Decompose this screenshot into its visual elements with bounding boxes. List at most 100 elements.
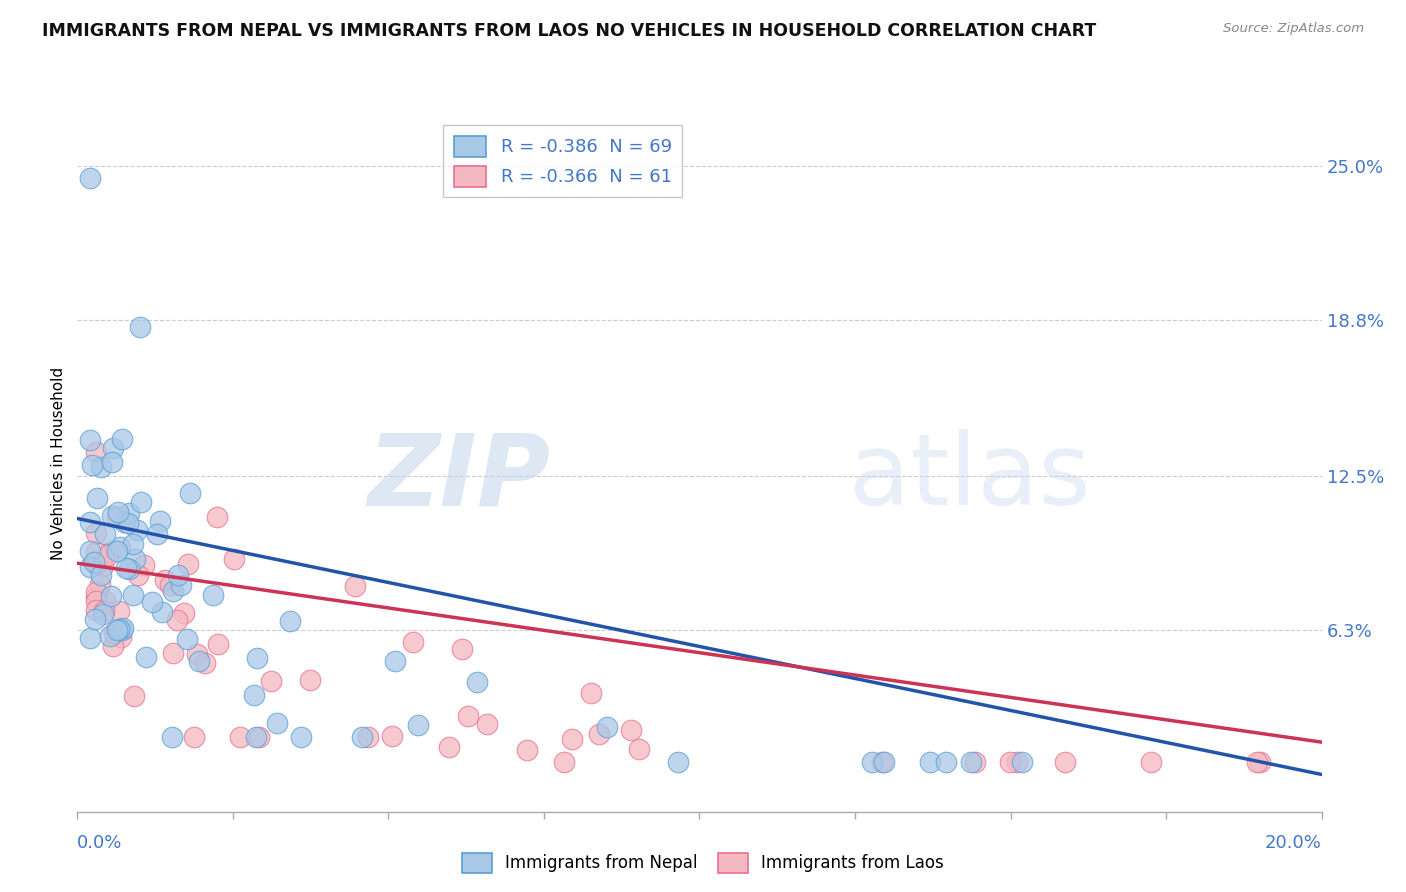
Point <box>998 755 1021 769</box>
Point <box>84 590 107 604</box>
Point <box>129 495 152 509</box>
Point <box>666 755 689 769</box>
Point <box>153 573 176 587</box>
Point <box>112 621 135 635</box>
Point <box>84 584 107 599</box>
Point <box>202 588 225 602</box>
Point <box>167 568 190 582</box>
Point <box>439 739 461 754</box>
Point <box>579 686 602 700</box>
Point <box>860 755 883 769</box>
Point <box>228 730 250 744</box>
Point <box>124 551 146 566</box>
Point <box>91 607 114 622</box>
Point <box>105 543 128 558</box>
Point <box>141 594 163 608</box>
Point <box>110 630 132 644</box>
Point <box>290 730 312 744</box>
Point <box>176 632 198 646</box>
Point <box>457 709 479 723</box>
Point <box>1246 755 1268 769</box>
Point <box>160 730 183 744</box>
Point <box>121 588 143 602</box>
Point <box>960 755 983 769</box>
Point <box>177 557 200 571</box>
Point <box>107 505 129 519</box>
Point <box>122 689 145 703</box>
Point <box>135 650 157 665</box>
Point <box>179 485 201 500</box>
Point <box>149 514 172 528</box>
Point <box>627 742 650 756</box>
Point <box>103 640 125 654</box>
Point <box>118 562 141 576</box>
Point <box>870 755 893 769</box>
Point <box>465 675 488 690</box>
Point <box>247 730 270 744</box>
Point <box>162 583 184 598</box>
Point <box>79 543 101 558</box>
Point <box>84 557 107 571</box>
Point <box>553 755 575 769</box>
Point <box>299 673 322 687</box>
Point <box>1011 755 1033 769</box>
Point <box>100 545 122 559</box>
Point <box>222 552 245 566</box>
Point <box>920 755 942 769</box>
Point <box>84 526 107 541</box>
Point <box>245 730 267 744</box>
Point <box>516 742 538 756</box>
Text: 20.0%: 20.0% <box>1265 834 1322 852</box>
Text: atlas: atlas <box>849 429 1091 526</box>
Point <box>94 526 117 541</box>
Point <box>259 674 281 689</box>
Point <box>162 646 184 660</box>
Point <box>105 624 128 638</box>
Point <box>114 561 136 575</box>
Point <box>90 459 112 474</box>
Point <box>132 558 155 572</box>
Point <box>588 727 610 741</box>
Point <box>620 723 643 737</box>
Point <box>1140 755 1163 769</box>
Point <box>381 730 404 744</box>
Point <box>170 577 193 591</box>
Point <box>79 559 101 574</box>
Point <box>128 320 150 334</box>
Text: Source: ZipAtlas.com: Source: ZipAtlas.com <box>1223 22 1364 36</box>
Point <box>266 715 288 730</box>
Legend: Immigrants from Nepal, Immigrants from Laos: Immigrants from Nepal, Immigrants from L… <box>456 847 950 880</box>
Point <box>84 612 107 626</box>
Point <box>101 508 124 523</box>
Point <box>186 647 208 661</box>
Point <box>207 638 229 652</box>
Point <box>205 510 228 524</box>
Point <box>79 515 101 529</box>
Point <box>121 537 143 551</box>
Point <box>125 523 148 537</box>
Point <box>561 732 583 747</box>
Point <box>344 580 367 594</box>
Point <box>89 577 111 591</box>
Legend: R = -0.386  N = 69, R = -0.366  N = 61: R = -0.386 N = 69, R = -0.366 N = 61 <box>443 125 682 197</box>
Point <box>451 642 474 657</box>
Text: 0.0%: 0.0% <box>77 834 122 852</box>
Point <box>84 445 107 459</box>
Point <box>82 458 104 472</box>
Point <box>963 755 986 769</box>
Point <box>103 625 125 640</box>
Point <box>91 558 114 573</box>
Point <box>243 688 266 702</box>
Point <box>111 432 134 446</box>
Point <box>98 628 121 642</box>
Point <box>107 604 129 618</box>
Point <box>187 654 209 668</box>
Point <box>111 623 134 637</box>
Point <box>105 509 128 524</box>
Point <box>402 635 425 649</box>
Point <box>97 548 120 562</box>
Point <box>84 602 107 616</box>
Point <box>357 730 380 744</box>
Text: ZIP: ZIP <box>367 429 550 526</box>
Point <box>1249 755 1271 769</box>
